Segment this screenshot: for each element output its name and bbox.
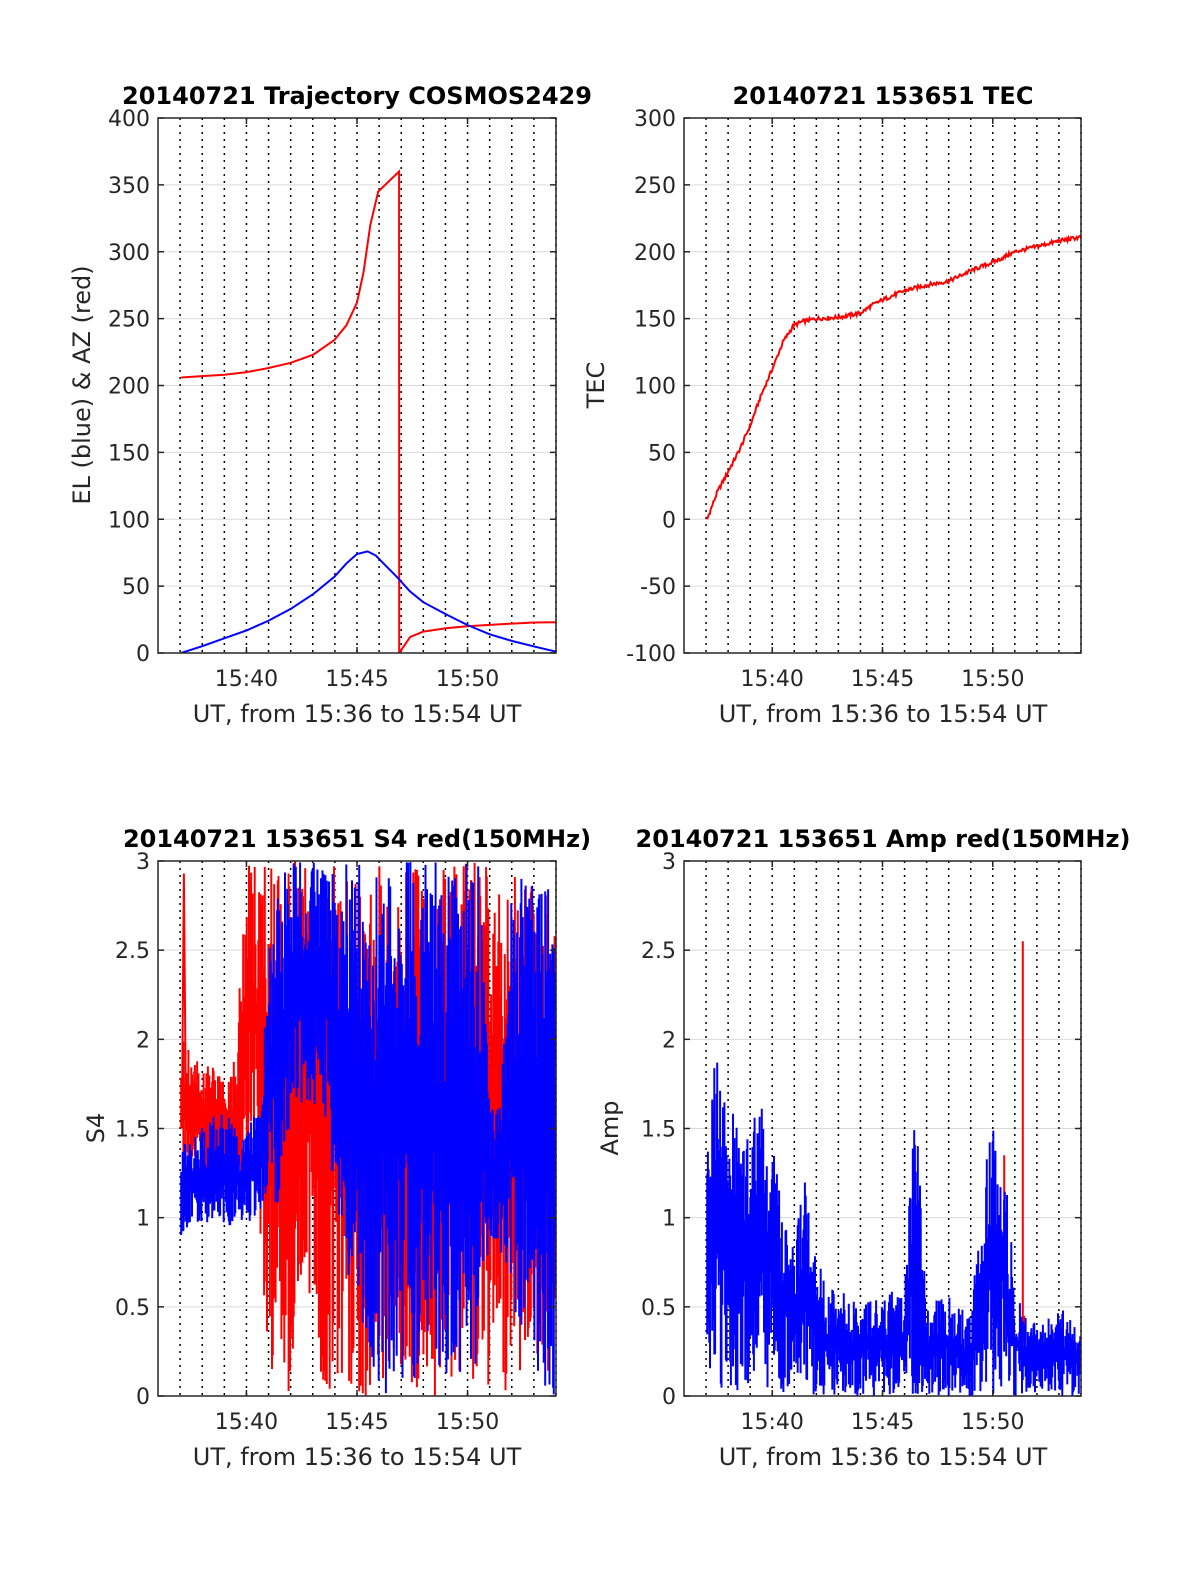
trajectory-ytick-label: 400 [108,107,150,132]
tec-x-label: UT, from 15:36 to 15:54 UT [719,700,1048,728]
trajectory-y-label: EL (blue) & AZ (red) [68,265,96,504]
trajectory-red-series-line [181,169,556,653]
s4-title: 20140721 153651 S4 red(150MHz) [123,825,591,853]
amp-x-label: UT, from 15:36 to 15:54 UT [719,1443,1048,1471]
trajectory-title: 20140721 Trajectory COSMOS2429 [122,82,592,110]
s4-blue-series-trace [180,862,556,1395]
s4-ytick-label: 1 [136,1207,150,1232]
tec-xtick-label: 15:40 [741,667,804,692]
s4-x-label: UT, from 15:36 to 15:54 UT [193,1443,522,1471]
s4-xtick-label: 15:50 [436,1410,499,1435]
s4-xtick-label: 15:40 [215,1410,278,1435]
trajectory-x-label: UT, from 15:36 to 15:54 UT [193,700,522,728]
tec-ytick-label: 0 [662,508,676,533]
amp-ytick-label: 3 [662,850,676,875]
s4-xtick-label: 15:45 [325,1410,388,1435]
amp-series-group [706,941,1081,1396]
trajectory-blue-series-line [180,550,556,653]
trajectory-panel: UT, from 15:36 to 15:54 UT EL (blue) & A… [68,82,592,728]
amp-ytick-label: 2 [662,1028,676,1053]
tec-ytick-label: 200 [634,241,676,266]
trajectory-xtick-label: 15:40 [215,667,278,692]
tec-ytick-label: 100 [634,375,676,400]
tec-ytick-label: 150 [634,308,676,333]
tec-y-label: TEC [582,362,610,410]
amp-title: 20140721 153651 Amp red(150MHz) [636,825,1131,853]
trajectory-series-group [180,169,556,653]
amp-ytick-label: 1.5 [641,1118,676,1143]
amp-y-label: Amp [596,1100,624,1155]
amp-ytick-label: 0 [662,1385,676,1410]
trajectory-ytick-label: 350 [108,174,150,199]
s4-y-label: S4 [82,1113,110,1144]
tec-red-series-line [706,234,1081,520]
tec-series-group [706,234,1081,520]
trajectory-xtick-label: 15:50 [436,667,499,692]
amp-panel: UT, from 15:36 to 15:54 UT Amp 0 0.5 1 1.5 2… [596,825,1130,1471]
trajectory-ytick-label: 150 [108,441,150,466]
trajectory-ytick-label: 200 [108,375,150,400]
s4-red-peak-spike [180,873,187,1129]
tec-ytick-label: 250 [634,174,676,199]
tec-xtick-label: 15:50 [961,667,1024,692]
amp-ytick-label: 2.5 [641,939,676,964]
tec-xtick-label: 15:45 [851,667,914,692]
tec-title: 20140721 153651 TEC [733,82,1034,110]
trajectory-ytick-label: 300 [108,241,150,266]
tec-panel: UT, from 15:36 to 15:54 UT TEC -100 -50 0 5… [582,82,1082,728]
tec-ytick-label: 300 [634,107,676,132]
amp-xtick-label: 15:50 [961,1410,1024,1435]
trajectory-ytick-label: 0 [136,642,150,667]
tec-ytick-label: -50 [640,575,676,600]
s4-ytick-label: 1.5 [115,1118,150,1143]
s4-ytick-label: 2.5 [115,939,150,964]
trajectory-ytick-label: 50 [122,575,150,600]
amp-ytick-label: 0.5 [641,1296,676,1321]
tec-ytick-label: 50 [648,441,676,466]
s4-ytick-label: 3 [136,850,150,875]
s4-ytick-label: 2 [136,1028,150,1053]
trajectory-ytick-label: 250 [108,308,150,333]
trajectory-xtick-label: 15:45 [325,667,388,692]
amp-xtick-label: 15:40 [741,1410,804,1435]
s4-ytick-label: 0.5 [115,1296,150,1321]
amp-ytick-label: 1 [662,1207,676,1232]
s4-series-group [180,861,556,1396]
s4-ytick-label: 0 [136,1385,150,1410]
tec-ytick-label: -100 [626,642,676,667]
s4-panel: UT, from 15:36 to 15:54 UT S4 0 0.5 1 1.5 2 2… [82,825,591,1471]
amp-xtick-label: 15:45 [851,1410,914,1435]
trajectory-ytick-label: 100 [108,508,150,533]
amp-blue-series-trace [706,1062,1081,1396]
